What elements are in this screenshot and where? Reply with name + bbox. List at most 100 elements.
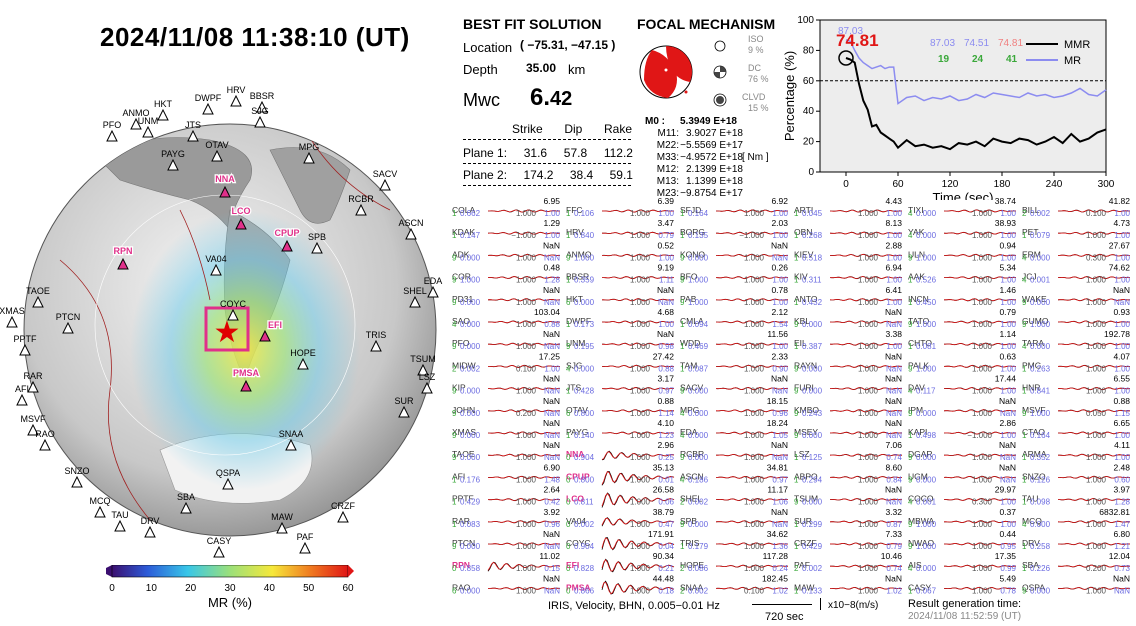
- station-label: JTS: [185, 120, 201, 130]
- station-value-a: 0.173: [574, 320, 595, 329]
- plane-divider-top: [463, 139, 631, 140]
- station-flag: 1: [908, 276, 913, 285]
- synthetic-trace: [488, 364, 560, 368]
- station-marker-paf: PAF: [297, 532, 314, 554]
- station-panel-sacv: SACV NaN 9 0.000 1.000 NaN: [680, 374, 788, 396]
- station-name: SACV: [680, 383, 703, 393]
- station-panel-anto: ANTO 6.41 1 0.432 1.000 1.00: [794, 285, 903, 307]
- station-triangle-icon: [370, 339, 382, 352]
- station-name: DRV: [1022, 538, 1040, 548]
- station-label: MPG: [299, 142, 320, 152]
- station-flag: 9: [908, 520, 913, 529]
- station-value-a: 0.002: [688, 498, 709, 507]
- station-amplitude: 34.62: [767, 529, 789, 539]
- station-value-c: 1.00: [1114, 364, 1130, 373]
- station-value-b: 1.000: [744, 520, 765, 529]
- synthetic-trace: [488, 320, 561, 324]
- station-marker-ascn: ASCN: [398, 218, 424, 240]
- synthetic-trace: [601, 451, 675, 460]
- synthetic-trace: [943, 475, 1017, 479]
- station-value-a: 0.140: [574, 431, 595, 440]
- epicenter-box: [204, 306, 250, 352]
- station-marker-va04: VA04: [205, 254, 227, 276]
- station-name: KIP: [452, 383, 466, 393]
- station-flag: 9: [1022, 320, 1027, 329]
- station-name: COR: [452, 272, 471, 282]
- summary-top-value: 74.81: [998, 38, 1023, 49]
- moment-tensor-list: M11: 3.9027 E+18 M22: −5.5569 E+17 M33: −4.95…: [645, 128, 745, 200]
- station-flag: 4: [908, 209, 913, 218]
- station-label: RAR: [23, 371, 43, 381]
- station-label: AFI: [15, 384, 29, 394]
- moment-unit: [ Nm ]: [742, 152, 769, 163]
- station-flag: 4: [452, 320, 457, 329]
- station-value-c: 0.15: [544, 564, 560, 573]
- station-amplitude: 0.94: [999, 240, 1016, 250]
- synthetic-trace: [601, 209, 675, 213]
- station-marker-qspa: QSPA: [216, 468, 240, 490]
- station-value-c: 1.00: [1114, 231, 1130, 240]
- station-value-a: 0.106: [574, 209, 595, 218]
- station-value-b: 0.200: [516, 409, 537, 418]
- station-label: BBSR: [250, 91, 275, 101]
- station-value-b: 1.000: [858, 387, 879, 396]
- station-value-b: 1.000: [972, 298, 993, 307]
- station-amplitude: 0.93: [1113, 307, 1130, 317]
- station-value-c: 0.87: [886, 520, 902, 529]
- station-panel-lsz: LSZ 7.06 1 0.125 1.000 0.74: [794, 440, 903, 462]
- station-value-a: 0.000: [460, 453, 481, 462]
- station-amplitude: 0.78: [771, 285, 788, 295]
- station-label: TAOE: [26, 286, 50, 296]
- station-triangle-icon: [94, 505, 106, 518]
- station-triangle-icon: [117, 257, 129, 270]
- station-amplitude: NaN: [657, 329, 674, 339]
- station-name: BBSR: [566, 272, 589, 282]
- station-panel-ptcn: PTCN NaN 9 0.000 1.000 NaN: [452, 529, 560, 551]
- station-amplitude: 6.94: [885, 263, 902, 273]
- station-panel-yak: YAK 38.93 4 0.000 1.000 1.00: [908, 218, 1017, 240]
- station-marker-ptcn: PTCN: [56, 312, 80, 334]
- station-amplitude: 3.97: [1113, 485, 1130, 495]
- station-flag: 6: [452, 586, 457, 595]
- station-amplitude: NaN: [885, 573, 902, 583]
- synthetic-trace: [601, 364, 675, 368]
- station-value-a: 0.000: [574, 364, 595, 373]
- station-value-b: 1.000: [516, 253, 537, 262]
- legend-label-mmr: MMR: [1064, 39, 1090, 51]
- y-tick-label: 0: [808, 167, 814, 178]
- station-marker-sjg: SJG: [251, 106, 269, 128]
- station-marker-jts: JTS: [185, 120, 201, 142]
- synthetic-trace: [829, 453, 903, 457]
- station-label: PAYG: [161, 149, 185, 159]
- station-marker-maw: MAW: [271, 512, 293, 534]
- station-value-a: 0.000: [916, 409, 937, 418]
- station-value-b: 1.000: [858, 320, 879, 329]
- station-panel-obn: OBN 8.13 1 0.268 1.000 1.00: [794, 218, 903, 240]
- station-name: TIXI: [908, 205, 924, 215]
- station-name: RAYN: [794, 360, 817, 370]
- synthetic-trace: [1057, 342, 1131, 346]
- station-amplitude: 44.48: [653, 573, 675, 583]
- synthetic-trace: [487, 209, 561, 213]
- station-panel-unm: UNM NaN 9 0.195 1.000 0.98: [566, 329, 675, 351]
- station-label: COYC: [220, 299, 247, 309]
- station-name: CHTO: [908, 338, 932, 348]
- station-panel-taoe: TAOE NaN 9 0.000 1.000 NaN: [452, 440, 560, 462]
- station-name: TATO: [908, 316, 930, 326]
- station-marker-sacv: SACV: [373, 169, 397, 191]
- station-value-b: 1.000: [1086, 586, 1107, 595]
- station-value-c: NaN: [886, 431, 902, 440]
- station-name: TARA: [1022, 338, 1044, 348]
- station-value-a: 0.002: [802, 564, 823, 573]
- station-value-b: 1.000: [858, 431, 879, 440]
- station-flag: 9: [680, 253, 685, 262]
- station-label: DRV: [141, 516, 160, 526]
- station-value-b: 1.000: [516, 431, 537, 440]
- station-triangle-icon: [254, 115, 266, 128]
- station-flag: 2: [452, 364, 457, 373]
- station-name: AFI: [452, 471, 465, 481]
- station-panel-msey: MSEY NaN 9 0.000 1.000 NaN: [794, 418, 902, 440]
